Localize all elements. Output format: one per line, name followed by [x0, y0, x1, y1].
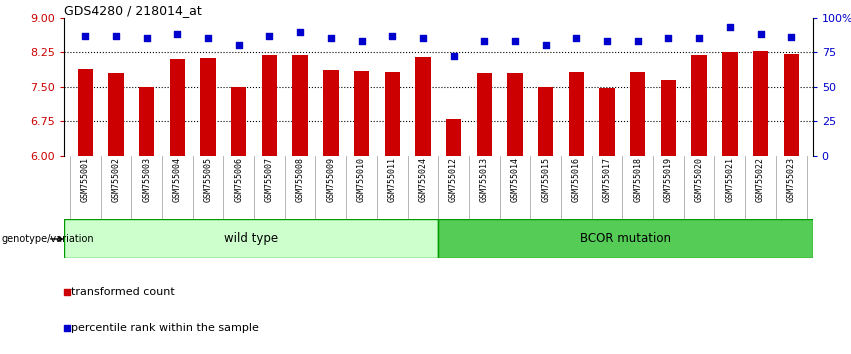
- Bar: [599, 88, 614, 156]
- Bar: [692, 56, 707, 156]
- Text: GSM755018: GSM755018: [633, 157, 643, 202]
- Bar: [660, 80, 677, 156]
- Bar: [293, 56, 308, 156]
- Bar: [262, 56, 277, 156]
- Text: GSM755011: GSM755011: [388, 157, 397, 202]
- Point: [447, 53, 460, 59]
- Bar: [231, 87, 247, 156]
- Text: percentile rank within the sample: percentile rank within the sample: [71, 322, 260, 333]
- Text: GSM755021: GSM755021: [725, 157, 734, 202]
- Point: [600, 38, 614, 44]
- Bar: [64, 219, 438, 258]
- Point: [539, 42, 552, 48]
- Bar: [784, 53, 799, 156]
- Point: [263, 33, 277, 39]
- Point: [60, 289, 74, 295]
- Text: GSM755003: GSM755003: [142, 157, 151, 202]
- Point: [631, 38, 644, 44]
- Bar: [630, 72, 645, 156]
- Text: transformed count: transformed count: [71, 287, 175, 297]
- Text: GSM755008: GSM755008: [295, 157, 305, 202]
- Point: [723, 24, 737, 30]
- Text: GSM755014: GSM755014: [511, 157, 519, 202]
- Point: [355, 38, 368, 44]
- Bar: [568, 72, 584, 156]
- Text: GSM755010: GSM755010: [357, 157, 366, 202]
- Text: GSM755001: GSM755001: [81, 157, 90, 202]
- Point: [569, 35, 583, 41]
- Text: GSM755023: GSM755023: [786, 157, 796, 202]
- Bar: [323, 70, 339, 156]
- Point: [294, 29, 307, 34]
- Point: [140, 35, 153, 41]
- Point: [508, 38, 522, 44]
- Text: GSM755013: GSM755013: [480, 157, 488, 202]
- Text: GSM755005: GSM755005: [203, 157, 213, 202]
- Bar: [722, 52, 738, 156]
- Text: GSM755007: GSM755007: [265, 157, 274, 202]
- Point: [232, 42, 246, 48]
- Bar: [385, 72, 400, 156]
- Bar: [77, 69, 93, 156]
- Point: [170, 32, 184, 37]
- Text: wild type: wild type: [224, 233, 278, 245]
- Point: [78, 33, 92, 39]
- Bar: [438, 219, 813, 258]
- Text: genotype/variation: genotype/variation: [2, 234, 94, 244]
- Text: GSM755004: GSM755004: [173, 157, 182, 202]
- Text: GSM755015: GSM755015: [541, 157, 551, 202]
- Point: [693, 35, 706, 41]
- Text: GSM755022: GSM755022: [756, 157, 765, 202]
- Point: [109, 33, 123, 39]
- Point: [754, 32, 768, 37]
- Bar: [477, 73, 492, 156]
- Text: GSM755012: GSM755012: [449, 157, 458, 202]
- Text: GSM755019: GSM755019: [664, 157, 673, 202]
- Text: GSM755002: GSM755002: [111, 157, 121, 202]
- Point: [202, 35, 215, 41]
- Bar: [753, 51, 768, 156]
- Point: [324, 35, 338, 41]
- Bar: [415, 57, 431, 156]
- Point: [661, 35, 675, 41]
- Point: [785, 34, 798, 40]
- Point: [477, 38, 491, 44]
- Text: BCOR mutation: BCOR mutation: [580, 233, 671, 245]
- Bar: [169, 59, 185, 156]
- Bar: [538, 87, 553, 156]
- Text: GDS4280 / 218014_at: GDS4280 / 218014_at: [64, 4, 202, 17]
- Point: [416, 35, 430, 41]
- Bar: [108, 73, 123, 156]
- Point: [386, 33, 399, 39]
- Bar: [354, 71, 369, 156]
- Bar: [507, 73, 523, 156]
- Text: GSM755016: GSM755016: [572, 157, 581, 202]
- Text: GSM755020: GSM755020: [694, 157, 704, 202]
- Text: GSM755006: GSM755006: [234, 157, 243, 202]
- Text: GSM755017: GSM755017: [603, 157, 612, 202]
- Bar: [139, 87, 154, 156]
- Point: [60, 325, 74, 331]
- Text: GSM755024: GSM755024: [419, 157, 427, 202]
- Text: GSM755009: GSM755009: [326, 157, 335, 202]
- Bar: [446, 119, 461, 156]
- Bar: [200, 58, 216, 156]
